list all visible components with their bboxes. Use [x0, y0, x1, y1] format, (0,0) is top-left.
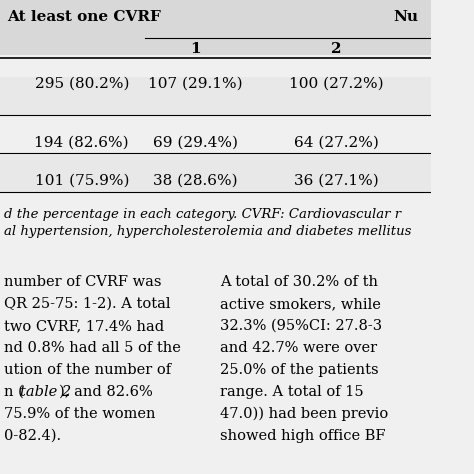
- FancyBboxPatch shape: [0, 155, 431, 193]
- Text: 100 (27.2%): 100 (27.2%): [289, 77, 383, 91]
- Text: showed high office BF: showed high office BF: [220, 429, 385, 443]
- Text: d the percentage in each category. CVRF: Cardiovascular r: d the percentage in each category. CVRF:…: [4, 208, 401, 221]
- Text: 25.0% of the patients: 25.0% of the patients: [220, 363, 379, 377]
- Text: 69 (29.4%): 69 (29.4%): [153, 136, 238, 150]
- Text: 0-82.4).: 0-82.4).: [4, 429, 61, 443]
- Text: 1: 1: [190, 42, 201, 56]
- Text: Nu: Nu: [393, 10, 418, 24]
- Text: 75.9% of the women: 75.9% of the women: [4, 407, 155, 421]
- Text: At least one CVRF: At least one CVRF: [7, 10, 161, 24]
- Text: range. A total of 15: range. A total of 15: [220, 385, 364, 399]
- FancyBboxPatch shape: [0, 77, 431, 115]
- Text: al hypertension, hypercholesterolemia and diabetes mellitus: al hypertension, hypercholesterolemia an…: [4, 225, 411, 238]
- Text: nd 0.8% had all 5 of the: nd 0.8% had all 5 of the: [4, 341, 181, 355]
- FancyBboxPatch shape: [0, 0, 431, 55]
- Text: active smokers, while: active smokers, while: [220, 297, 381, 311]
- Text: ution of the number of: ution of the number of: [4, 363, 171, 377]
- Text: table 2: table 2: [20, 385, 71, 399]
- Text: two CVRF, 17.4% had: two CVRF, 17.4% had: [4, 319, 164, 333]
- Text: 32.3% (95%CI: 27.8-3: 32.3% (95%CI: 27.8-3: [220, 319, 382, 333]
- Text: 38 (28.6%): 38 (28.6%): [153, 174, 238, 188]
- Text: ), and 82.6%: ), and 82.6%: [59, 385, 153, 399]
- Text: 101 (75.9%): 101 (75.9%): [35, 174, 129, 188]
- Text: 194 (82.6%): 194 (82.6%): [35, 136, 129, 150]
- Text: 64 (27.2%): 64 (27.2%): [294, 136, 379, 150]
- Text: A total of 30.2% of th: A total of 30.2% of th: [220, 275, 378, 289]
- Text: 295 (80.2%): 295 (80.2%): [35, 77, 129, 91]
- Text: 47.0)) had been previo: 47.0)) had been previo: [220, 407, 388, 421]
- Text: n (: n (: [4, 385, 23, 399]
- FancyBboxPatch shape: [0, 117, 431, 155]
- Text: QR 25-75: 1-2). A total: QR 25-75: 1-2). A total: [4, 297, 170, 311]
- Text: 2: 2: [331, 42, 342, 56]
- Text: and 42.7% were over: and 42.7% were over: [220, 341, 377, 355]
- Text: number of CVRF was: number of CVRF was: [4, 275, 161, 289]
- Text: 107 (29.1%): 107 (29.1%): [148, 77, 243, 91]
- Text: 36 (27.1%): 36 (27.1%): [294, 174, 379, 188]
